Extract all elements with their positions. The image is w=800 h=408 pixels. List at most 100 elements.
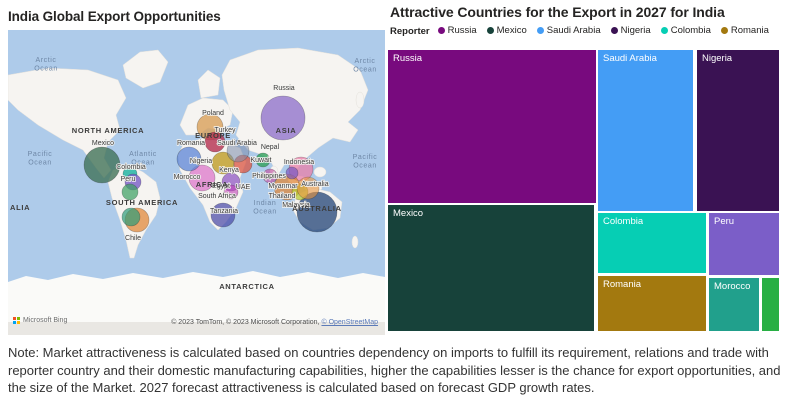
continent-label-antarctica: ANTARCTICA <box>219 282 275 291</box>
map-bubbles-layer <box>83 95 338 233</box>
world-map-canvas: Arctic Ocean Arctic Ocean Pacific Ocean Pacifi… <box>8 30 385 335</box>
map-bubble-philippines[interactable] <box>262 168 278 184</box>
country-label-peru: Peru <box>121 176 136 183</box>
landmass-antarctica <box>8 271 385 335</box>
ocean-label-pacific-ocean: Pacific Ocean <box>28 151 53 166</box>
country-label-kuwait: Kuwait <box>250 157 271 164</box>
country-label-colombia: Colombia <box>116 164 146 171</box>
map-bubble-kuwait[interactable] <box>255 152 271 168</box>
map-bubble-tanzania[interactable] <box>210 202 236 228</box>
legend-item-label: Nigeria <box>620 25 651 36</box>
note-text: Note: Market attractiveness is calculate… <box>8 345 781 395</box>
landmass-japan <box>355 91 365 109</box>
landmass-scandinavia <box>197 69 221 99</box>
treemap-tile-saudi-arabia[interactable]: Saudi Arabia <box>598 50 693 211</box>
country-label-myanmar: Myanmar <box>268 183 298 190</box>
legend-dot-icon <box>437 27 445 34</box>
country-label-egypt: Egypt <box>212 183 230 190</box>
country-label-uae: UAE <box>236 184 251 191</box>
treemap-tile-morocco[interactable]: Morocco <box>709 278 759 331</box>
legend-dot-icon <box>660 27 668 34</box>
ocean-label-pacific-ocean: Pacific Ocean <box>353 154 378 169</box>
country-label-malaysia: Malaysia <box>282 202 310 209</box>
treemap-tile-label: Morocco <box>714 281 751 292</box>
country-label-nepal: Nepal <box>261 144 280 151</box>
openstreetmap-link[interactable]: © OpenStreetMap <box>321 319 378 326</box>
continent-label-africa: AFRICA <box>196 180 229 189</box>
country-label-chile: Chile <box>125 235 141 242</box>
treemap-tile-label: Nigeria <box>702 53 733 64</box>
legend-item-label: Saudi Arabia <box>546 25 601 36</box>
treemap-tile-mexico[interactable]: Mexico <box>388 205 594 331</box>
treemap-tile-nigeria[interactable]: Nigeria <box>697 50 779 211</box>
country-label-morocco: Morocco <box>174 174 201 181</box>
landmass-new-zealand <box>351 235 359 249</box>
microsoft-logo-icon <box>13 317 20 324</box>
map-bubble-malaysia[interactable] <box>285 166 299 180</box>
legend-item-label: Colombia <box>670 25 711 36</box>
treemap-tile-label: Romania <box>603 279 642 290</box>
treemap-title: Attractive Countries for the Export in 2… <box>390 4 725 20</box>
legend-item-label: Mexico <box>496 25 527 36</box>
legend-item-colombia[interactable]: Colombia <box>660 25 711 36</box>
country-label-saudi-arabia: Saudi Arabia <box>217 140 257 147</box>
map-bubble-egypt[interactable] <box>223 184 239 200</box>
map-bubble-chile-teal[interactable] <box>121 207 141 227</box>
legend-item-label: Russia <box>447 25 477 36</box>
ocean-label-indian-ocean: Indian Ocean <box>253 200 277 215</box>
treemap-tile-peru[interactable]: Peru <box>709 213 779 275</box>
map-bubble-mexico[interactable] <box>83 146 121 184</box>
map-bubble-kenya[interactable] <box>211 151 235 175</box>
country-label-tanzania: Tanzania <box>210 208 238 215</box>
legend-dot-icon <box>720 27 728 34</box>
legend-title: Reporter <box>390 25 430 37</box>
map-visual: India Global Export Opportunities <box>0 0 386 340</box>
legend-item-mexico[interactable]: Mexico <box>486 25 527 36</box>
landmass-greenland <box>122 49 169 89</box>
legend-dot-icon <box>610 27 618 34</box>
country-label-mexico: Mexico <box>92 140 114 147</box>
continent-label-south-america: SOUTH AMERICA <box>106 198 178 207</box>
map-bubble-morocco[interactable] <box>188 164 216 192</box>
treemap-tile-romania[interactable]: Romania <box>598 276 706 331</box>
country-label-indonesia: Indonesia <box>284 159 314 166</box>
country-label-nigeria: Nigeria <box>190 158 212 165</box>
continent-label-australia: AUSTRALIA <box>292 204 342 213</box>
map-bubble-ecuador[interactable] <box>121 183 139 201</box>
map-title: India Global Export Opportunities <box>8 9 221 24</box>
treemap-tile-colombia[interactable]: Colombia <box>598 213 706 273</box>
treemap-plot-area: Russia Saudi Arabia Nigeria Mexico Colombia P… <box>388 50 779 331</box>
treemap-tile-label: Mexico <box>393 208 424 219</box>
country-label-turkey: Turkey <box>214 127 236 134</box>
continent-label-europe: EUROPE <box>195 131 231 140</box>
map-bubble-saudi-arabia[interactable] <box>226 139 250 163</box>
treemap-tile-russia[interactable]: Russia <box>388 50 596 203</box>
treemap-visual: Attractive Countries for the Export in 2… <box>386 0 800 340</box>
copyright-text: © 2023 TomTom, © 2023 Microsoft Corporat… <box>171 319 322 326</box>
map-bubble-north-australia[interactable] <box>296 176 320 200</box>
legend-item-romania[interactable]: Romania <box>720 25 769 36</box>
continent-label-alia: ALIA <box>10 203 30 212</box>
country-label-thailand: Thailand <box>269 193 296 200</box>
treemap-tile-other[interactable] <box>762 278 779 331</box>
treemap-legend: Reporter Russia Mexico Saudi Arabia Nigeria… <box>390 25 779 37</box>
country-label-russia: Russia <box>273 85 295 92</box>
continent-label-north-america: NORTH AMERICA <box>72 126 145 135</box>
map-bubble-asia[interactable] <box>260 95 306 141</box>
map-labels-layer: Arctic Ocean Arctic Ocean Pacific Ocean Pacifi… <box>10 57 377 291</box>
bing-logo-label: Microsoft Bing <box>23 317 68 324</box>
map-bubble-nigeria[interactable] <box>176 146 202 172</box>
continent-label-asia: ASIA <box>276 126 297 135</box>
legend-item-nigeria[interactable]: Nigeria <box>610 25 651 36</box>
world-map[interactable]: Arctic Ocean Arctic Ocean Pacific Ocean Pacifi… <box>8 30 385 335</box>
legend-dot-icon <box>536 27 544 34</box>
bing-attribution: Microsoft Bing <box>13 317 67 324</box>
map-edge-strip <box>8 322 385 335</box>
country-label-australia: Australia <box>301 181 328 188</box>
country-label-philippines: Philippines <box>252 173 286 180</box>
legend-item-saudi-arabia[interactable]: Saudi Arabia <box>536 25 601 36</box>
legend-item-russia[interactable]: Russia <box>437 25 477 36</box>
map-bubble-romania[interactable] <box>204 131 226 153</box>
country-label-poland: Poland <box>202 110 224 117</box>
